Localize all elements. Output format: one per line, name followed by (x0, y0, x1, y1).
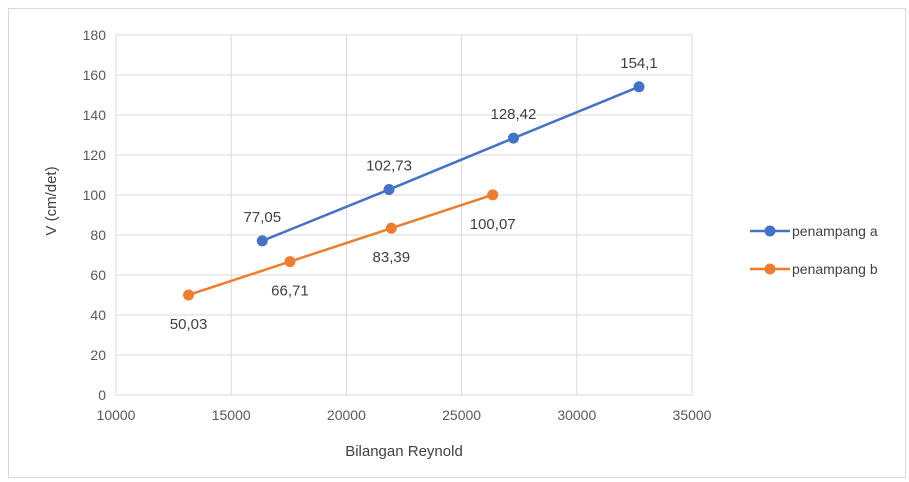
legend-marker (764, 263, 776, 275)
data-label: 128,42 (490, 106, 536, 123)
x-tick-label: 20000 (327, 407, 366, 423)
gridlines (115, 34, 693, 396)
y-tick-label: 100 (83, 187, 107, 203)
tick-labels: 0 20 40 60 80 100 120 140 160 180 10000 15000 20000 2… (83, 27, 712, 423)
series-line (188, 193, 494, 297)
data-label: 50,03 (170, 316, 208, 333)
data-point (487, 189, 499, 201)
y-tick-label: 140 (83, 107, 107, 123)
legend-item: penampang a (750, 223, 878, 239)
y-tick-label: 80 (90, 227, 106, 243)
y-tick-label: 0 (98, 387, 106, 403)
y-tick-label: 40 (90, 307, 106, 323)
legend: penampang a penampang b (750, 223, 878, 277)
data-point (183, 289, 195, 301)
y-tick-label: 180 (83, 27, 107, 43)
y-tick-label: 60 (90, 267, 106, 283)
y-axis-title: V (cm/det) (43, 166, 60, 235)
scatter-chart: 0 20 40 60 80 100 120 140 160 180 10000 15000 20000 2… (43, 27, 878, 460)
series-b: 50,03 66,71 83,39 100,07 (170, 189, 516, 333)
x-tick-label: 10000 (97, 407, 136, 423)
y-tick-label: 20 (90, 347, 106, 363)
x-tick-label: 15000 (212, 407, 251, 423)
legend-marker (764, 225, 776, 237)
data-point (633, 81, 645, 93)
series-line (261, 85, 640, 243)
data-point (385, 222, 397, 234)
data-point (284, 256, 296, 268)
data-point (507, 132, 519, 144)
data-point (383, 184, 395, 196)
x-tick-label: 35000 (673, 407, 712, 423)
data-label: 66,71 (271, 283, 309, 300)
series-a: 77,05 102,73 128,42 154,1 (244, 55, 658, 247)
legend-item: penampang b (750, 261, 878, 277)
chart-frame: 0 20 40 60 80 100 120 140 160 180 10000 15000 20000 2… (8, 8, 906, 478)
y-tick-label: 120 (83, 147, 107, 163)
data-label: 77,05 (244, 209, 282, 226)
data-label: 102,73 (366, 158, 412, 175)
x-tick-label: 25000 (442, 407, 481, 423)
data-label: 100,07 (470, 216, 516, 233)
legend-label: penampang a (792, 223, 878, 239)
data-point (256, 235, 268, 247)
data-label: 83,39 (373, 249, 411, 266)
x-axis-title: Bilangan Reynold (345, 443, 463, 460)
series-group: 77,05 102,73 128,42 154,1 50,03 66,71 83,39 100… (170, 55, 658, 333)
y-tick-label: 160 (83, 67, 107, 83)
x-tick-label: 30000 (557, 407, 596, 423)
data-label: 154,1 (620, 55, 658, 72)
legend-label: penampang b (792, 261, 878, 277)
